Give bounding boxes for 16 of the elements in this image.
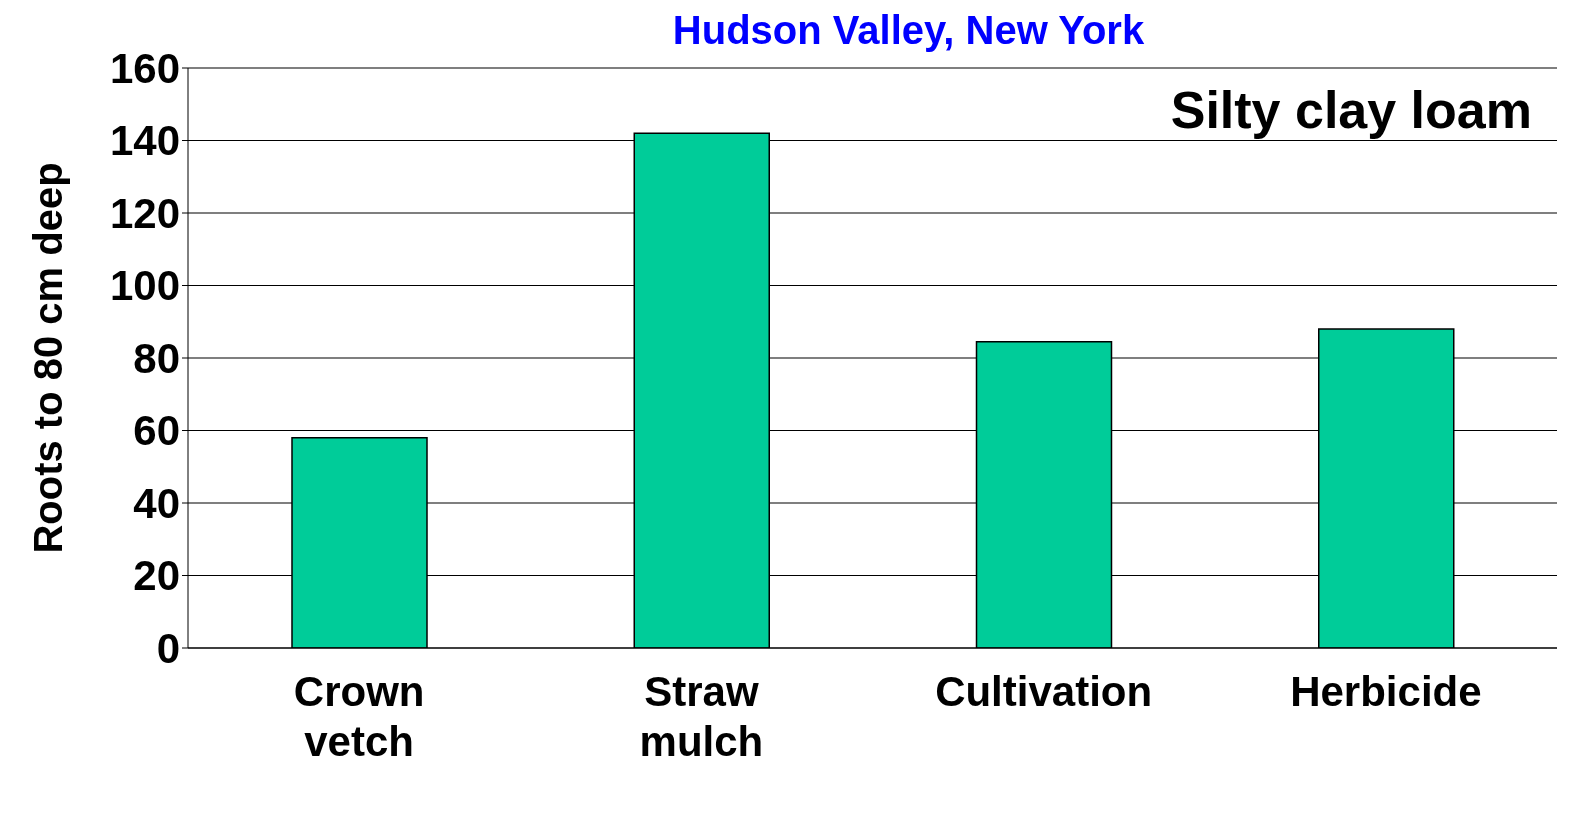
y-tick-label: 60 [133, 407, 180, 455]
y-tick-label: 160 [109, 44, 180, 92]
y-tick-label: 20 [133, 552, 180, 600]
y-tick-label: 120 [109, 189, 180, 237]
y-tick-label: 40 [133, 479, 180, 527]
y-tick-label: 140 [109, 117, 180, 165]
y-tick-label: 0 [156, 624, 180, 672]
x-tick-label: Straw mulch [639, 668, 764, 765]
chart-title: Hudson Valley, New York [671, 8, 1146, 53]
x-tick-label: Crown vetch [293, 668, 425, 765]
x-tick-label: Herbicide [1290, 668, 1482, 715]
y-axis-title: Roots to 80 cm deep [26, 162, 71, 554]
x-tick-label: Cultivation [935, 668, 1153, 715]
y-tick-label: 100 [109, 262, 180, 310]
y-tick-label: 80 [133, 334, 180, 382]
annotation: Silty clay loam [1170, 80, 1532, 140]
